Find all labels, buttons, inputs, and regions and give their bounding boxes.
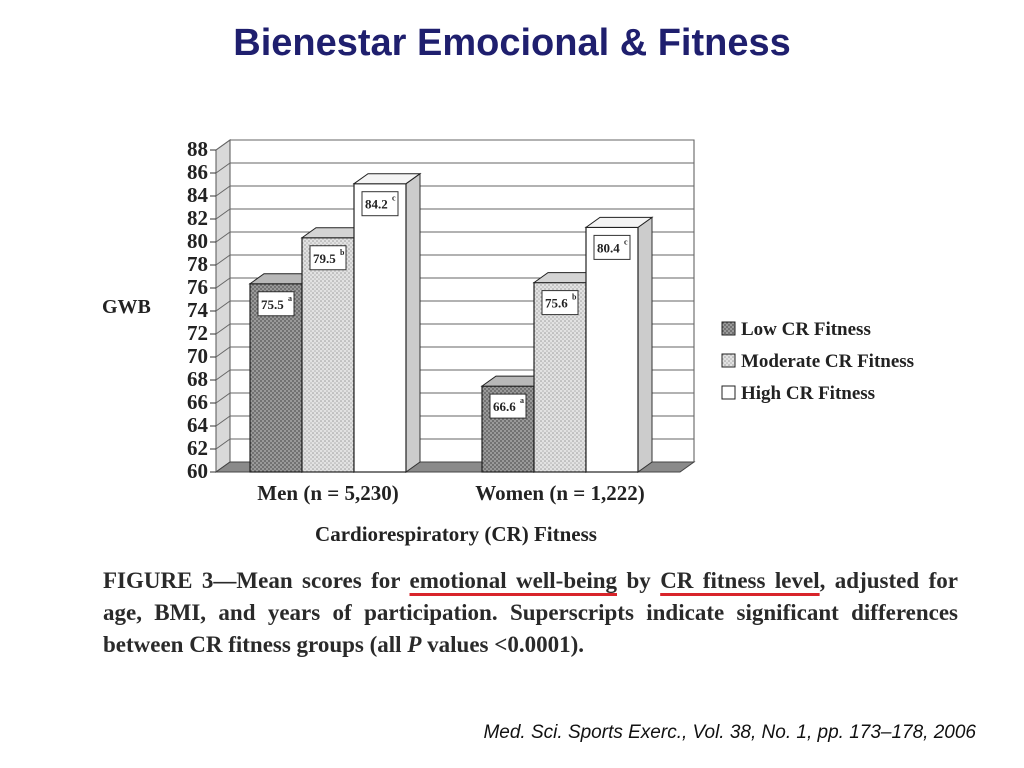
bar	[301, 237, 355, 473]
y-tick-label: 70	[187, 344, 208, 368]
bar	[585, 226, 639, 473]
y-tick-label: 84	[187, 183, 209, 207]
data-label-superscript: a	[520, 396, 524, 405]
y-tick-label: 66	[187, 390, 208, 414]
data-label-box	[257, 291, 295, 317]
data-label-superscript: c	[392, 194, 396, 203]
data-label-box	[361, 191, 399, 217]
gridline-side	[215, 415, 231, 427]
y-tick-label: 88	[187, 137, 208, 161]
data-label-box	[489, 393, 527, 419]
caption-lead: FIGURE 3—Mean scores for	[103, 568, 410, 593]
gridline-side	[215, 323, 231, 335]
gridline-side	[215, 346, 231, 358]
data-label: 75.5	[261, 297, 284, 312]
caption-highlight-emotional: emotional well-being	[409, 568, 617, 593]
data-label: 75.6	[545, 296, 568, 311]
data-label-box	[309, 245, 347, 271]
y-tick-label: 74	[187, 298, 209, 322]
y-tick-label: 72	[187, 321, 208, 345]
y-tick-label: 60	[187, 459, 208, 483]
data-label: 84.2	[365, 197, 388, 212]
bar-top	[352, 173, 422, 185]
bar-side	[405, 172, 421, 473]
gridline-side	[215, 392, 231, 404]
y-tick-label: 62	[187, 436, 208, 460]
gridline-side	[215, 300, 231, 312]
legend-swatch	[721, 353, 736, 368]
bar	[353, 183, 407, 473]
legend-label: Moderate CR Fitness	[741, 351, 914, 372]
gridline-side	[215, 438, 231, 450]
gridline-side	[215, 139, 231, 151]
bar-side	[637, 216, 653, 473]
gridline-side	[215, 231, 231, 243]
legend-swatch	[721, 385, 736, 400]
gridline-side	[215, 277, 231, 289]
gridline-side	[215, 254, 231, 266]
y-tick-label: 86	[187, 160, 208, 184]
caption-by: by	[617, 568, 661, 593]
y-tick-label: 78	[187, 252, 208, 276]
gridline-side	[215, 162, 231, 174]
citation: Med. Sci. Sports Exerc., Vol. 38, No. 1,…	[483, 722, 976, 743]
x-axis-label: Cardiorespiratory (CR) Fitness	[315, 522, 597, 546]
caption-end: values <0.0001).	[421, 632, 584, 657]
data-label: 79.5	[313, 251, 336, 266]
x-category-label: Men (n = 5,230)	[257, 481, 398, 505]
y-tick-label: 64	[187, 413, 209, 437]
legend-label: Low CR Fitness	[741, 319, 871, 340]
caption-p-symbol: P	[407, 632, 422, 657]
y-tick-label: 80	[187, 229, 208, 253]
data-label-box	[541, 290, 579, 316]
y-tick-label: 76	[187, 275, 208, 299]
caption-highlight-cr-fitness: CR fitness level	[660, 568, 820, 593]
y-axis-label: GWB	[102, 296, 151, 318]
data-label-superscript: c	[624, 237, 628, 246]
gridline-side	[215, 208, 231, 220]
data-label-box	[593, 234, 631, 260]
data-label: 80.4	[597, 240, 620, 255]
y-tick-label: 82	[187, 206, 208, 230]
gridline-side	[215, 185, 231, 197]
data-label: 66.6	[493, 399, 516, 414]
data-label-superscript: b	[572, 293, 577, 302]
legend-swatch	[721, 321, 736, 336]
data-label-superscript: a	[288, 294, 292, 303]
caption-body: , adjusted for age, BMI, and years of pa…	[103, 568, 958, 657]
legend-label: High CR Fitness	[741, 383, 875, 404]
figure-caption: FIGURE 3—Mean scores for emotional well-…	[103, 565, 958, 661]
bar-top	[584, 216, 654, 228]
y-tick-label: 68	[187, 367, 208, 391]
slide-title: Bienestar Emocional & Fitness	[233, 22, 791, 64]
gridline-side	[215, 369, 231, 381]
data-label-superscript: b	[340, 248, 345, 257]
x-category-label: Women (n = 1,222)	[475, 481, 644, 505]
